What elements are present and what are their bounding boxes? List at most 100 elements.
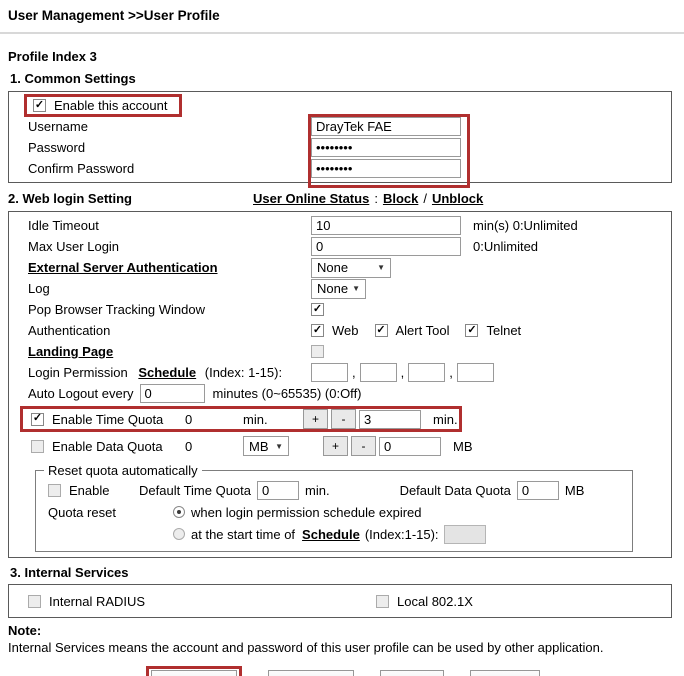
schedule-index-hint: (Index: 1-15): <box>204 365 283 380</box>
enable-account-label: Enable this account <box>54 98 168 113</box>
idle-timeout-hint: min(s) 0:Unlimited <box>473 218 578 233</box>
schedule-index-input-3[interactable] <box>408 363 446 382</box>
enable-account-checkbox[interactable]: ✓ <box>33 99 46 112</box>
time-quota-plus-button[interactable]: + <box>303 409 328 429</box>
internal-radius-checkbox[interactable] <box>28 594 41 608</box>
auth-telnet-label: Telnet <box>486 323 522 338</box>
data-quota-minus-button[interactable]: - <box>351 436 376 456</box>
quota-reset-schedule-index-input[interactable] <box>443 524 486 544</box>
schedule-index-input-2[interactable] <box>359 363 397 382</box>
block-link[interactable]: Block <box>382 191 419 206</box>
local-8021x-label: Local 802.1X <box>397 593 473 609</box>
confirm-password-row: Confirm Password <box>9 158 671 179</box>
data-quota-unit-select[interactable]: MB ▼ <box>243 436 289 456</box>
user-online-status-links: User Online Status : Block / Unblock <box>253 191 483 206</box>
confirm-password-input[interactable] <box>311 159 461 178</box>
username-input[interactable] <box>311 117 461 136</box>
auto-logout-input[interactable] <box>139 384 205 403</box>
time-quota-input-unit: min. <box>433 411 458 427</box>
auth-web-checkbox[interactable]: ✓ <box>311 324 324 337</box>
slash-separator: / <box>423 191 427 206</box>
user-online-status-link[interactable]: User Online Status <box>253 191 370 206</box>
password-row: Password <box>9 137 671 158</box>
ok-button-highlight: OK <box>145 666 242 676</box>
default-data-quota-label: Default Data Quota <box>399 482 511 498</box>
comma-separator: , <box>449 365 453 380</box>
password-input[interactable] <box>311 138 461 157</box>
quota-reset-expired-label: when login permission schedule expired <box>191 504 422 520</box>
time-quota-current-value: 0 <box>185 411 193 427</box>
reset-quota-enable-checkbox[interactable] <box>48 483 61 497</box>
max-user-login-label: Max User Login <box>28 239 120 254</box>
quota-reset-schedule-radio[interactable] <box>173 528 185 540</box>
section-title-common-settings: 1. Common Settings <box>10 71 136 86</box>
common-settings-box: ✓ Enable this account Username Password … <box>8 91 672 188</box>
reset-quota-legend: Reset quota automatically <box>48 463 198 478</box>
landing-page-link[interactable]: Landing Page <box>28 344 114 359</box>
log-row: Log None ▼ <box>9 278 671 299</box>
data-quota-input-unit: MB <box>453 438 473 454</box>
auth-alert-tool-checkbox[interactable]: ✓ <box>374 324 388 337</box>
enable-data-quota-checkbox[interactable] <box>31 439 44 453</box>
default-time-quota-unit: min. <box>305 482 330 498</box>
enable-time-quota-checkbox[interactable]: ✓ <box>31 412 44 426</box>
log-select[interactable]: None ▼ <box>311 278 366 299</box>
checkmark-icon: ✓ <box>32 412 43 424</box>
data-quota-input[interactable] <box>379 436 441 456</box>
external-server-auth-link[interactable]: External Server Authentication <box>28 260 218 275</box>
section-title-web-login: 2. Web login Setting <box>8 191 132 206</box>
default-data-quota-unit: MB <box>564 482 585 498</box>
time-quota-unit: min. <box>243 411 268 427</box>
data-quota-current-value: 0 <box>185 438 193 454</box>
internal-radius-group: Internal RADIUS <box>9 594 340 609</box>
quota-reset-option1-row: Quota reset when login permission schedu… <box>36 501 632 523</box>
internal-services-row: Internal RADIUS Local 802.1X <box>9 588 671 614</box>
time-quota-minus-button[interactable]: - <box>331 409 356 429</box>
checkmark-icon: ✓ <box>312 302 323 315</box>
unblock-link[interactable]: Unblock <box>431 191 484 206</box>
quota-reset-expired-radio[interactable] <box>173 506 185 518</box>
max-user-login-input[interactable] <box>311 237 461 256</box>
clear-button[interactable]: Clear <box>379 670 444 676</box>
action-buttons: OK Refresh Clear Cancel <box>8 666 678 676</box>
internal-services-box: Internal RADIUS Local 802.1X <box>8 584 672 618</box>
landing-page-checkbox[interactable] <box>311 345 324 358</box>
default-time-quota-input[interactable] <box>257 480 299 500</box>
local-8021x-checkbox[interactable] <box>376 594 389 608</box>
data-quota-plus-button[interactable]: + <box>323 436 348 456</box>
schedule-index-input-1[interactable] <box>311 363 348 382</box>
idle-timeout-input[interactable] <box>311 216 461 235</box>
section-title-internal-services: 3. Internal Services <box>10 565 129 580</box>
external-server-auth-select[interactable]: None ▼ <box>311 257 391 278</box>
cancel-button[interactable]: Cancel <box>469 670 541 676</box>
refresh-button[interactable]: Refresh <box>267 670 354 676</box>
enable-account-highlight: ✓ Enable this account <box>24 94 183 117</box>
schedule-link[interactable]: Schedule <box>138 365 197 380</box>
schedule-link[interactable]: Schedule <box>302 526 360 542</box>
ok-button[interactable]: OK <box>150 670 237 676</box>
max-user-login-row: Max User Login 0:Unlimited <box>9 236 671 257</box>
idle-timeout-label: Idle Timeout <box>28 218 99 233</box>
log-label: Log <box>28 281 50 296</box>
quota-reset-schedule-prefix: at the start time of <box>191 526 296 542</box>
external-server-auth-selected-value: None <box>317 260 349 275</box>
max-user-login-hint: 0:Unlimited <box>473 239 539 254</box>
auth-web-label: Web <box>332 323 359 338</box>
auto-logout-hint: minutes (0~65535) (0:Off) <box>212 386 362 401</box>
login-permission-row: Login Permission Schedule (Index: 1-15):… <box>9 362 671 383</box>
pop-browser-checkbox[interactable]: ✓ <box>311 303 324 316</box>
schedule-index-input-4[interactable] <box>456 363 494 382</box>
comma-separator: , <box>352 365 356 380</box>
reset-quota-enable-label: Enable <box>69 482 110 498</box>
time-quota-input[interactable] <box>359 409 421 429</box>
checkmark-icon: ✓ <box>34 98 45 111</box>
authentication-label: Authentication <box>28 323 111 338</box>
auth-telnet-checkbox[interactable]: ✓ <box>465 324 479 337</box>
quota-reset-option2-row: at the start time of Schedule (Index:1-1… <box>36 523 632 545</box>
default-data-quota-input[interactable] <box>516 480 559 500</box>
login-permission-label: Login Permission <box>28 365 128 380</box>
comma-separator: , <box>400 365 405 380</box>
landing-page-row: Landing Page <box>9 341 671 362</box>
web-login-setting-box: Idle Timeout min(s) 0:Unlimited Max User… <box>8 211 672 558</box>
